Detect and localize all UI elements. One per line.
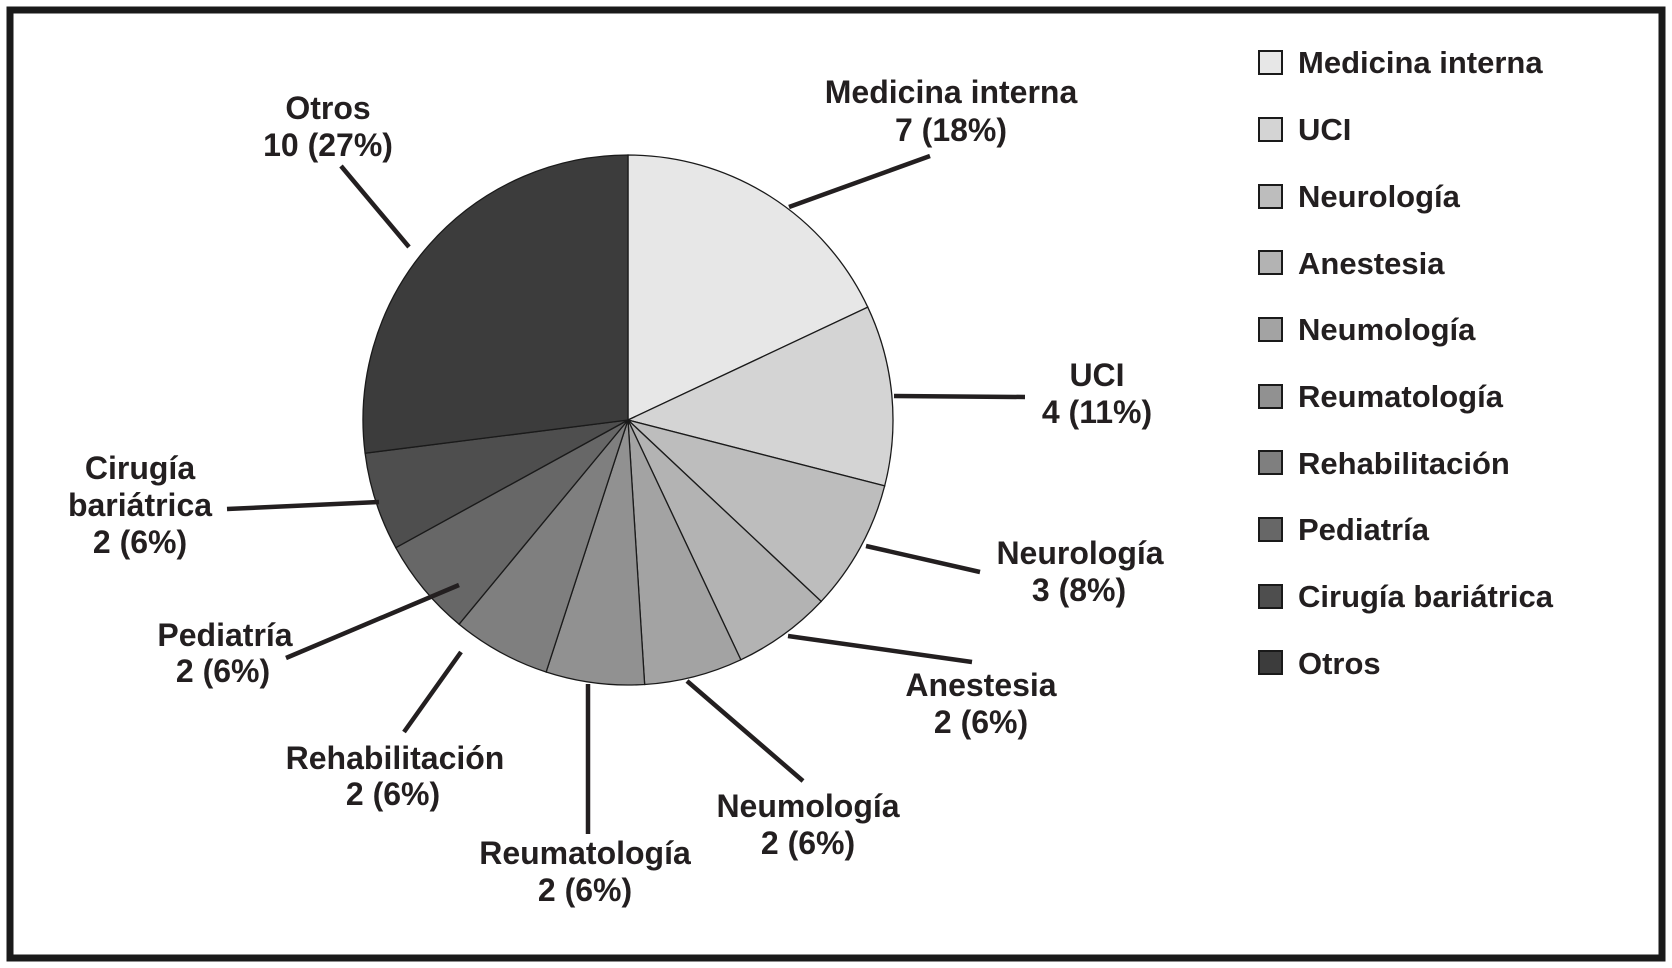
- slice-callout-rehabilitacion-line1: Rehabilitación: [286, 740, 505, 776]
- pie-slice-otros: [362, 154, 629, 454]
- slice-callout-otros-line2: 10 (27%): [263, 127, 393, 163]
- legend-label: Pediatría: [1298, 512, 1430, 547]
- legend: Medicina interna UCI Neurología Anestesi…: [1258, 45, 1554, 681]
- legend-label: Reumatología: [1298, 379, 1504, 414]
- leader-line-otros: [339, 164, 411, 249]
- legend-swatch: [1258, 517, 1283, 542]
- slice-callout-neumologia-line1: Neumología: [716, 788, 899, 824]
- slice-callout-medicina-interna-line2: 7 (18%): [895, 112, 1007, 148]
- legend-item: Cirugía bariátrica: [1258, 579, 1554, 614]
- leader-line-uci: [893, 393, 1026, 400]
- legend-swatch: [1258, 250, 1283, 275]
- leader-line-rehabilitacion: [402, 650, 463, 734]
- legend-swatch: [1258, 450, 1283, 475]
- legend-item: Otros: [1258, 646, 1381, 681]
- slice-callout-neumologia-line2: 2 (6%): [761, 825, 855, 861]
- legend-label: Otros: [1298, 646, 1381, 681]
- slice-callout-pediatria-line1: Pediatría: [157, 617, 292, 653]
- slice-callout-uci-line2: 4 (11%): [1042, 394, 1152, 430]
- legend-item: Anestesia: [1258, 246, 1445, 281]
- slice-callout-uci-line1: UCI: [1069, 357, 1124, 393]
- slice-callout-cirugia-bariatrica-line1: Cirugía: [85, 450, 195, 486]
- pie-slice-medicina-interna: [627, 154, 869, 422]
- legend-label: Neurología: [1298, 179, 1461, 214]
- legend-label: UCI: [1298, 112, 1351, 147]
- legend-item: Medicina interna: [1258, 45, 1543, 80]
- legend-swatch: [1258, 117, 1283, 142]
- pie: [362, 154, 894, 686]
- legend-swatch: [1258, 317, 1283, 342]
- figure-frame: [6, 6, 1666, 962]
- slice-callout-cirugia-bariatrica-line3: 2 (6%): [93, 524, 187, 560]
- legend-item: Reumatología: [1258, 379, 1504, 414]
- legend-swatch: [1258, 50, 1283, 75]
- slice-callout-neurologia-line2: 3 (8%): [1032, 572, 1126, 608]
- slice-callout-otros-line1: Otros: [285, 90, 370, 126]
- slice-callout-cirugia-bariatrica-line2: bariátrica: [68, 487, 212, 523]
- slice-callout-anestesia-line1: Anestesia: [905, 667, 1056, 703]
- slice-callout-medicina-interna-line1: Medicina interna: [825, 74, 1078, 110]
- slice-callout-anestesia-line2: 2 (6%): [934, 704, 1028, 740]
- slice-callout-pediatria-line2: 2 (6%): [176, 653, 270, 689]
- legend-item: Rehabilitación: [1258, 446, 1510, 481]
- legend-swatch: [1258, 184, 1283, 209]
- slice-callout-neurologia-line1: Neurología: [996, 535, 1163, 571]
- leader-line-neurologia: [865, 543, 981, 575]
- legend-item: UCI: [1258, 112, 1351, 147]
- pie-slice-neurologia: [627, 419, 886, 603]
- pie-slice-uci: [626, 306, 894, 487]
- legend-item: Pediatría: [1258, 512, 1430, 547]
- leader-lines: [226, 153, 1026, 834]
- leader-line-pediatria: [285, 582, 460, 661]
- leader-line-cirugia-bariatrica: [226, 499, 380, 512]
- legend-item: Neurología: [1258, 179, 1461, 214]
- leader-line-anestesia: [787, 633, 973, 665]
- legend-label: Cirugía bariátrica: [1298, 579, 1554, 614]
- legend-swatch: [1258, 384, 1283, 409]
- slice-callout-reumatologia-line1: Reumatología: [479, 835, 691, 871]
- legend-label: Anestesia: [1298, 246, 1445, 281]
- legend-swatch: [1258, 584, 1283, 609]
- slice-callout-rehabilitacion-line2: 2 (6%): [346, 776, 440, 812]
- slice-callout-reumatologia-line2: 2 (6%): [538, 872, 632, 908]
- legend-label: Neumología: [1298, 312, 1476, 347]
- legend-swatch: [1258, 650, 1283, 675]
- leader-line-neumologia: [685, 679, 805, 783]
- legend-label: Rehabilitación: [1298, 446, 1510, 481]
- legend-item: Neumología: [1258, 312, 1476, 347]
- legend-label: Medicina interna: [1298, 45, 1543, 80]
- leader-line-medicina-interna: [788, 153, 931, 210]
